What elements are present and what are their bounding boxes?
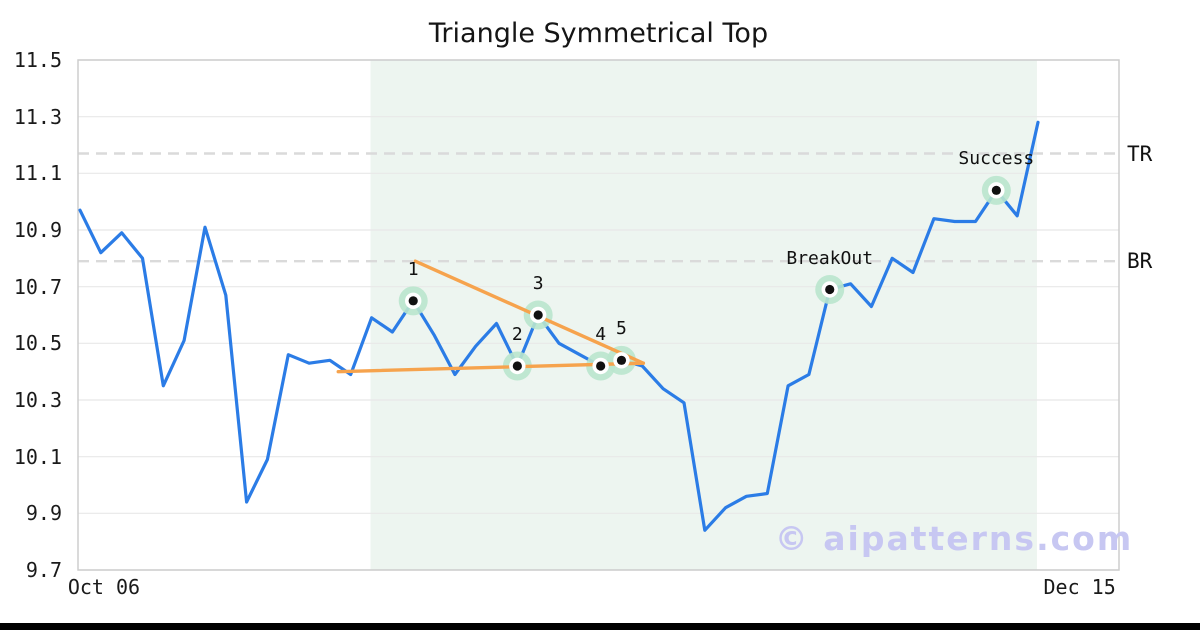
y-tick-label: 10.9 — [13, 218, 62, 242]
y-tick-label: 9.7 — [25, 558, 62, 582]
marker-dot — [596, 361, 606, 371]
level-label-tr: TR — [1127, 141, 1153, 166]
marker-dot — [512, 361, 522, 371]
y-tick-label: 11.5 — [13, 48, 62, 72]
annotation-label-success: Success — [958, 148, 1035, 170]
bottom-bar — [0, 623, 1200, 630]
upper-trendline — [413, 259, 646, 365]
annotation-label-3: 3 — [532, 273, 544, 294]
x-tick-label: Dec 15 — [1043, 575, 1116, 599]
marker-dot — [616, 355, 627, 365]
pattern-region — [370, 60, 1037, 570]
y-tick-label: 9.9 — [25, 501, 62, 526]
marker-dot — [533, 310, 543, 320]
y-tick-label: 10.7 — [13, 274, 62, 299]
x-tick-label: Oct 06 — [67, 575, 141, 599]
watermark: © aipatterns.com — [774, 519, 1134, 558]
annotation-label-1: 1 — [407, 258, 419, 280]
annotation-label-4: 4 — [595, 324, 607, 345]
y-tick-label: 10.3 — [13, 388, 62, 412]
annotation-label-2: 2 — [511, 324, 523, 345]
y-tick-label: 10.1 — [13, 444, 62, 469]
level-label-br: BR — [1127, 249, 1153, 274]
marker-dot — [408, 296, 418, 306]
y-tick-label: 11.1 — [13, 161, 62, 186]
marker-dot — [991, 185, 1001, 195]
chart-title: Triangle Symmetrical Top — [428, 18, 769, 49]
lower-trendline — [336, 361, 646, 374]
plot-border — [77, 59, 1120, 571]
marker-dot — [825, 284, 835, 295]
annotation-label-breakout: BreakOut — [786, 247, 874, 269]
y-tick-label: 10.5 — [13, 331, 62, 356]
price-line — [78, 120, 1040, 532]
y-tick-label: 11.3 — [13, 104, 62, 129]
annotation-label-5: 5 — [616, 318, 627, 340]
